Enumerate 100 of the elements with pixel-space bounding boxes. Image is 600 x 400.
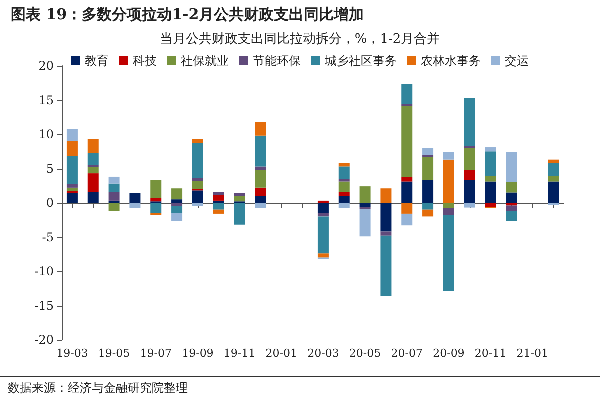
bar [485, 203, 496, 208]
bar [255, 170, 266, 188]
x-tick-label: 21-01 [516, 347, 548, 360]
legend-label: 交运 [505, 54, 529, 68]
bar [255, 136, 266, 167]
bar [443, 152, 454, 160]
bar [213, 195, 224, 201]
bar [485, 152, 496, 176]
bar [506, 211, 518, 222]
bar [443, 160, 454, 203]
bar [402, 176, 413, 182]
bar [402, 106, 413, 177]
bar [506, 152, 518, 182]
x-tick-label: 20-11 [474, 347, 507, 360]
y-tick-label: -15 [34, 298, 54, 313]
bar [506, 206, 518, 212]
bar [443, 203, 454, 208]
bar [255, 196, 266, 203]
bar [464, 180, 476, 203]
bar [338, 166, 350, 180]
bar [464, 203, 476, 208]
bar [66, 184, 78, 188]
bar [234, 203, 246, 225]
bar [172, 213, 183, 222]
bar [422, 157, 434, 180]
bar [192, 139, 204, 144]
bar [338, 192, 350, 196]
bar [338, 179, 350, 182]
bar [338, 196, 350, 203]
bar [360, 209, 371, 237]
bar [255, 122, 266, 136]
bar [338, 203, 350, 208]
bar [108, 203, 120, 212]
bar [422, 210, 434, 217]
bar [360, 203, 371, 208]
bar [172, 203, 183, 206]
bar [548, 160, 560, 164]
bar [338, 182, 350, 192]
bar [380, 188, 392, 203]
bar [464, 148, 476, 170]
bar [443, 215, 454, 292]
legend-label: 科技 [133, 54, 157, 68]
bar [172, 206, 183, 214]
bar [192, 203, 204, 206]
bar [464, 98, 476, 146]
bar [380, 236, 392, 296]
bar [402, 203, 413, 214]
legend-label: 教育 [85, 54, 109, 68]
bar [192, 181, 204, 190]
source-note: 数据来源：经济与金融研究院整理 [8, 381, 188, 395]
bar [422, 148, 434, 156]
bar [506, 203, 518, 206]
bar [234, 193, 246, 196]
bar [485, 182, 496, 203]
legend-label: 社保就业 [181, 54, 229, 68]
bar [150, 180, 162, 198]
bar [506, 182, 518, 193]
bar [66, 156, 78, 185]
bar [443, 208, 454, 216]
bar [548, 163, 560, 176]
y-tick-label: 0 [46, 196, 54, 210]
x-tick-label: 20-01 [266, 347, 298, 360]
legend-label: 节能环保 [253, 54, 301, 68]
y-tick-label: 20 [38, 59, 54, 73]
bar [506, 192, 518, 203]
bar [485, 148, 496, 152]
bar [108, 192, 120, 201]
bar [130, 193, 141, 203]
bar [88, 167, 99, 174]
x-tick-label: 20-05 [349, 347, 382, 360]
bar [213, 203, 224, 210]
bar [548, 176, 560, 182]
bar [192, 190, 204, 203]
x-tick-label: 20-03 [308, 347, 340, 360]
bar [464, 170, 476, 180]
x-tick-label: 20-07 [391, 347, 423, 360]
bar [380, 203, 392, 232]
bar [172, 188, 183, 200]
x-tick-label: 20-09 [433, 347, 465, 360]
bar [88, 192, 99, 203]
bar [66, 129, 78, 142]
bar [380, 232, 392, 236]
chart-title: 图表 19：多数分项拉动1-2月公共财政支出同比增加 [11, 6, 364, 24]
bar [402, 182, 413, 203]
bar [318, 203, 329, 214]
bar [108, 184, 120, 192]
bar [66, 193, 78, 203]
bar [422, 180, 434, 203]
x-tick-label: 19-05 [98, 347, 130, 360]
bar [402, 214, 413, 226]
bar [66, 188, 78, 192]
x-tick-label: 19-11 [224, 347, 256, 360]
x-tick-label: 19-07 [140, 347, 172, 360]
legend-label: 城乡社区事务 [324, 54, 397, 68]
bar [150, 198, 162, 202]
x-tick-label: 19-03 [56, 347, 88, 360]
legend-label: 农林水事务 [421, 54, 481, 68]
bar [318, 254, 329, 258]
bar [213, 192, 224, 196]
bar [422, 203, 434, 210]
